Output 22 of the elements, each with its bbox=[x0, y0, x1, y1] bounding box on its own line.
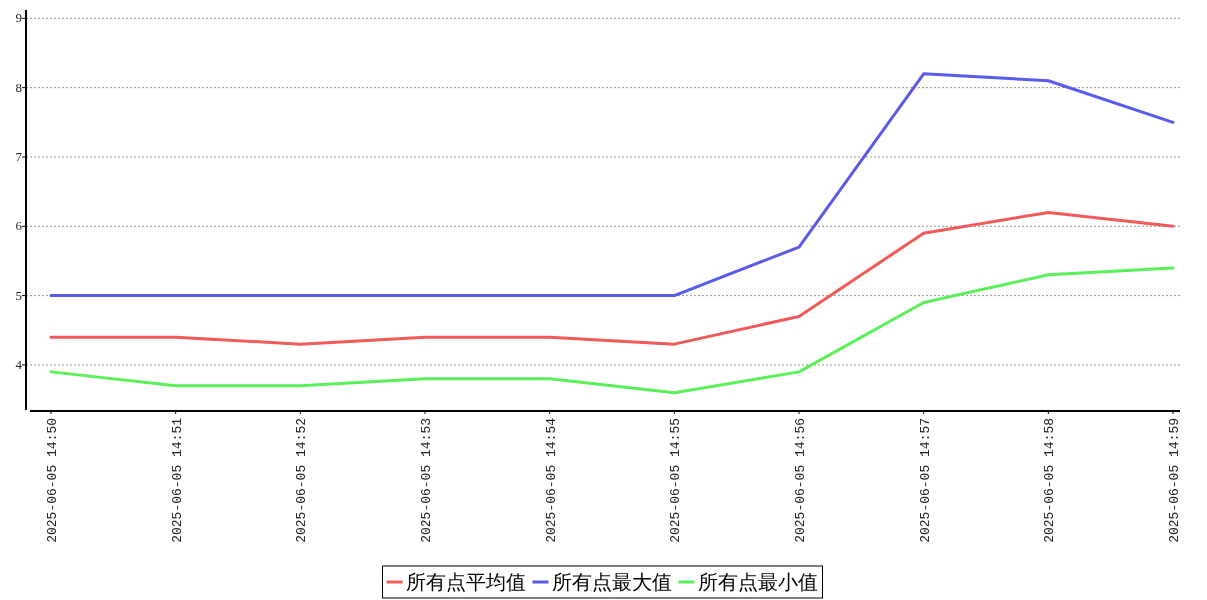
legend-label: 所有点平均值 bbox=[405, 570, 526, 594]
y-tick-label: 6 bbox=[15, 218, 23, 234]
line-series bbox=[49, 72, 1175, 298]
x-tick-label: 2025-06-05 14:55 bbox=[668, 418, 684, 543]
x-tick-label: 2025-06-05 14:58 bbox=[1042, 418, 1058, 543]
legend-label: 所有点最小值 bbox=[697, 570, 818, 594]
x-tick-label: 2025-06-05 14:54 bbox=[543, 417, 559, 543]
x-tick-label: 2025-06-05 14:51 bbox=[169, 417, 185, 543]
x-tick-label: 2025-06-05 14:50 bbox=[45, 418, 60, 543]
x-tick-label: 2025-06-05 14:52 bbox=[294, 418, 310, 543]
line-series bbox=[49, 210, 1175, 346]
x-tick-label: 2025-06-05 14:57 bbox=[917, 418, 933, 543]
legend-label: 所有点最大值 bbox=[551, 570, 672, 594]
x-tick-label: 2025-06-05 14:53 bbox=[419, 418, 434, 543]
x-tick-label: 2025-06-05 14:59 bbox=[1167, 418, 1182, 543]
y-tick-label: 7 bbox=[15, 148, 23, 164]
y-tick-label: 4 bbox=[15, 356, 23, 372]
y-tick-label: 9 bbox=[15, 10, 22, 26]
x-tick-label: 2025-06-05 14:56 bbox=[793, 418, 808, 543]
line-series bbox=[49, 266, 1175, 395]
y-tick-label: 8 bbox=[15, 79, 22, 95]
y-tick-label: 5 bbox=[15, 287, 22, 303]
